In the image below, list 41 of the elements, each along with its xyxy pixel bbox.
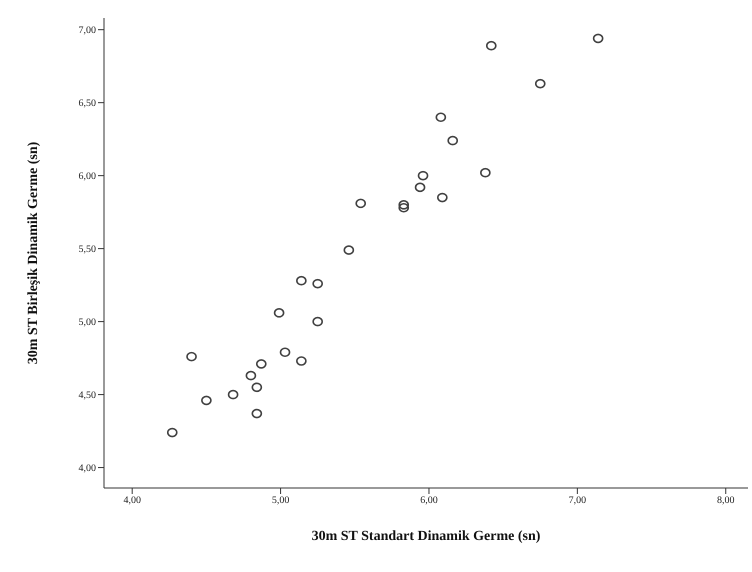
point [437, 192, 448, 202]
y-tick-label: 6,00 [78, 171, 96, 182]
point [355, 198, 366, 208]
point [414, 182, 426, 192]
point [486, 40, 497, 51]
point [274, 308, 284, 318]
point [252, 382, 262, 392]
y-tick-label: 6,50 [78, 98, 96, 110]
point [480, 168, 491, 178]
y-tick-label: 7,00 [78, 25, 96, 36]
point [418, 170, 428, 180]
point [344, 245, 354, 255]
point [398, 202, 410, 213]
point [246, 370, 256, 380]
point [398, 200, 410, 210]
point [166, 428, 178, 438]
point [534, 78, 546, 88]
point [312, 316, 323, 326]
x-tick-label: 4,00 [123, 495, 141, 506]
y-tick-label: 5,00 [78, 317, 96, 328]
point [186, 352, 197, 362]
x-tick-label: 7,00 [568, 495, 586, 506]
point [228, 390, 238, 400]
point [256, 359, 267, 369]
x-tick-label: 8,00 [716, 495, 734, 506]
y-axis-title: 30m ST Birleşik Dinamik Germe (sn) [26, 141, 41, 364]
point [447, 136, 458, 146]
y-tick-label: 4,50 [78, 390, 96, 402]
point [296, 356, 307, 366]
point [312, 278, 323, 288]
point [280, 347, 290, 358]
x-tick-label: 5,00 [272, 495, 290, 506]
y-tick-label: 4,00 [78, 463, 96, 474]
point [201, 396, 212, 406]
x-axis-title: 30m ST Standart Dinamik Germe (sn) [312, 529, 541, 544]
point [592, 34, 604, 44]
point [252, 408, 262, 418]
point [436, 112, 446, 122]
y-tick-label: 5,50 [78, 244, 96, 256]
x-tick-label: 6,00 [420, 495, 438, 506]
point [296, 276, 307, 286]
